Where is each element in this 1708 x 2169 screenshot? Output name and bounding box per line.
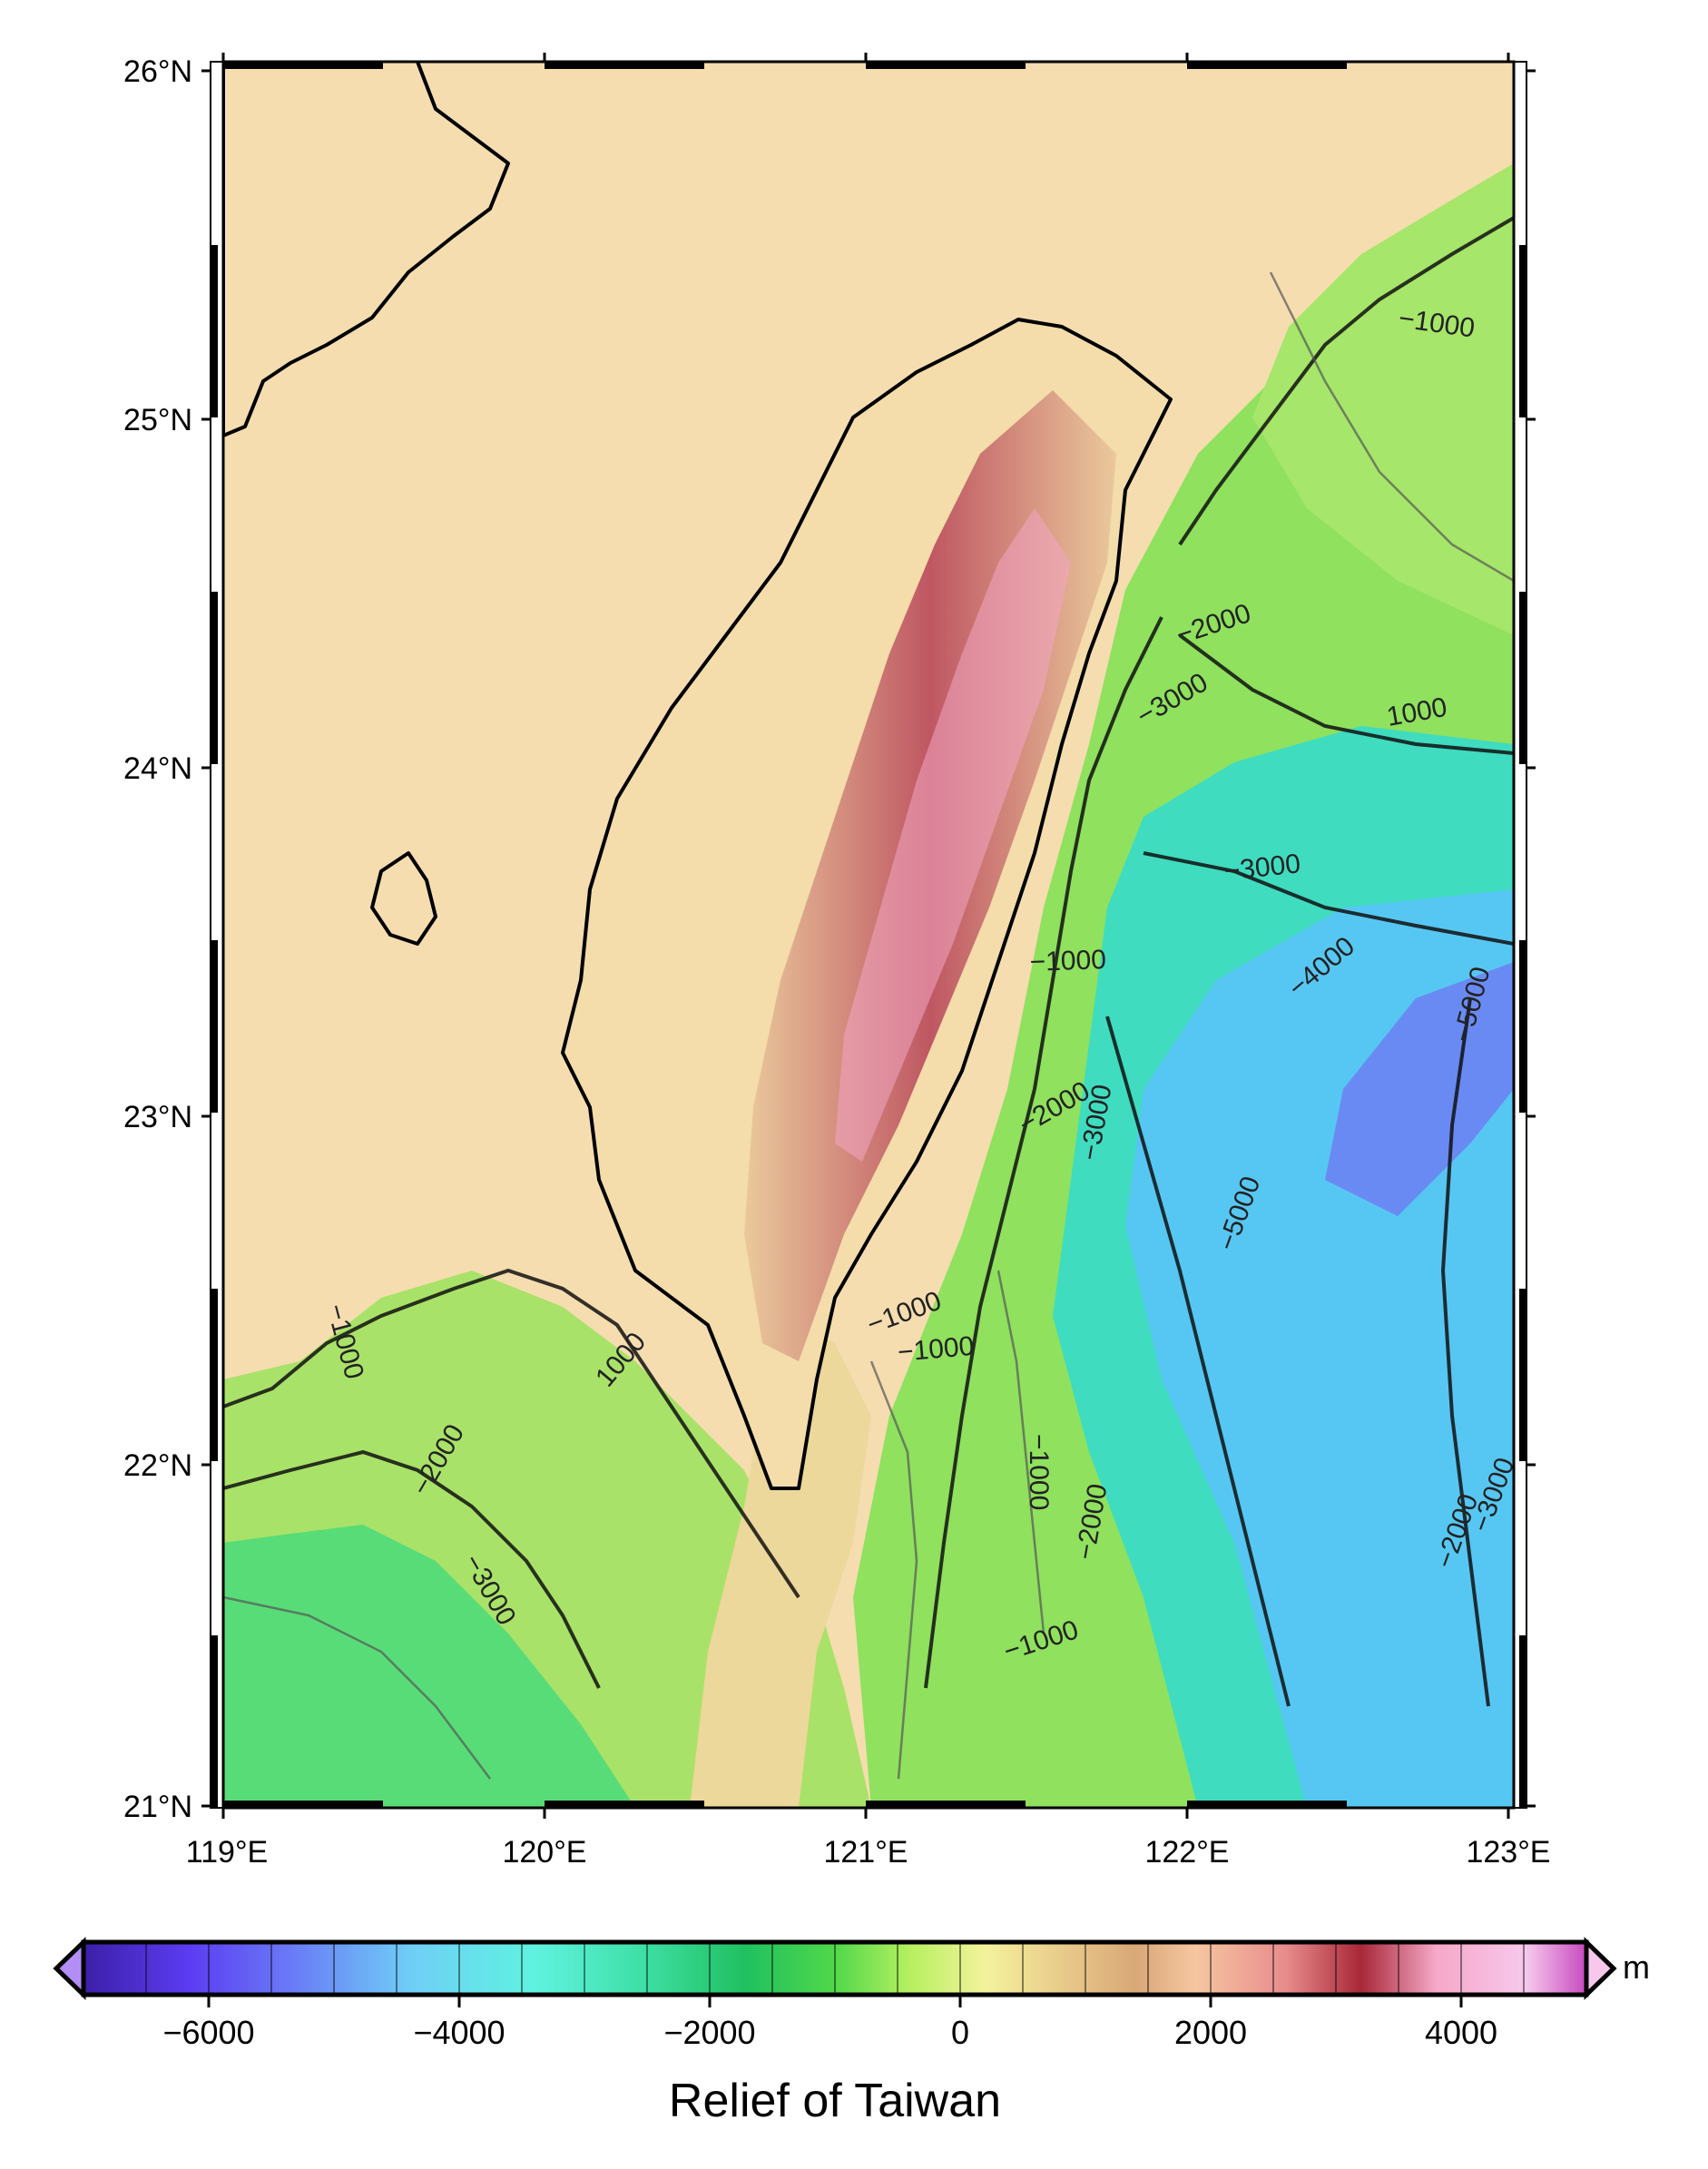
china-coastline <box>223 62 510 437</box>
contour-label: −1000 <box>897 1331 976 1368</box>
contour-line <box>223 1595 491 1780</box>
map-area <box>223 62 1514 1808</box>
colorbar-dividers <box>145 1942 1525 1995</box>
lon-label: 122°E <box>1144 1835 1229 1870</box>
contour-line <box>1143 851 1514 946</box>
contour-line <box>996 1270 1045 1634</box>
colorbar-tick-label: −4000 <box>413 2014 505 2051</box>
colorbar-title: Relief of Taiwan <box>669 2075 1001 2127</box>
contour-line <box>1178 216 1514 546</box>
longitude-labels: 119°E 120°E 121°E 122°E 123°E <box>186 1835 1551 1870</box>
colorbar-tick-label: 4000 <box>1425 2014 1497 2051</box>
contour-label: −1000 <box>1029 945 1106 977</box>
lon-label: 120°E <box>502 1835 586 1870</box>
colorbar-low-triangle <box>53 1937 86 2000</box>
lon-label: 119°E <box>186 1835 268 1870</box>
frame-bar-bottom <box>223 1801 1347 1808</box>
contour-line <box>223 1449 601 1689</box>
contour-line <box>223 1268 800 1599</box>
contour-line <box>1105 1016 1291 1707</box>
contour-line <box>1178 633 1514 755</box>
lat-label: 25°N <box>123 403 192 437</box>
lon-label: 123°E <box>1466 1835 1550 1870</box>
contour-line <box>869 1360 918 1780</box>
colorbar-tick-label: −2000 <box>663 2014 755 2051</box>
taiwan-strait-south-shelf <box>690 1316 871 1808</box>
colorbar: −6000 −4000 −2000 0 2000 4000 m Relief o… <box>53 1937 1650 2127</box>
lat-label: 22°N <box>123 1448 192 1483</box>
lat-label: 21°N <box>123 1790 192 1824</box>
lat-label: 24°N <box>123 751 192 786</box>
frame-bar-top <box>223 62 1347 69</box>
lon-label: 121°E <box>823 1835 908 1870</box>
colorbar-tick-label: 2000 <box>1174 2014 1247 2051</box>
colorbar-tick-label: 0 <box>951 2014 969 2051</box>
lat-label: 26°N <box>123 54 192 89</box>
colorbar-unit: m <box>1623 1948 1650 1986</box>
contour-label: −1000 <box>1024 1434 1054 1510</box>
contour-line <box>1269 271 1514 583</box>
lat-label: 23°N <box>123 1100 192 1134</box>
penghu-islands <box>370 851 437 946</box>
frame-bar-right <box>1519 245 1526 1808</box>
colorbar-ticks <box>207 1995 1463 2007</box>
mountain-peaks <box>835 508 1071 1162</box>
colorbar-tick-label: −6000 <box>162 2014 254 2051</box>
colorbar-high-triangle <box>1584 1937 1617 2000</box>
taiwan-coastline <box>561 318 1173 1490</box>
contour-line <box>924 616 1163 1689</box>
latitude-labels: 26°N 25°N 24°N 23°N 22°N 21°N <box>123 54 192 1824</box>
tick-marks <box>201 53 1536 1819</box>
contour-line <box>1440 997 1490 1707</box>
frame-bar-left <box>211 245 218 1808</box>
ne-okinawa-region <box>1252 163 1514 635</box>
sw-deep-region <box>223 1525 635 1808</box>
